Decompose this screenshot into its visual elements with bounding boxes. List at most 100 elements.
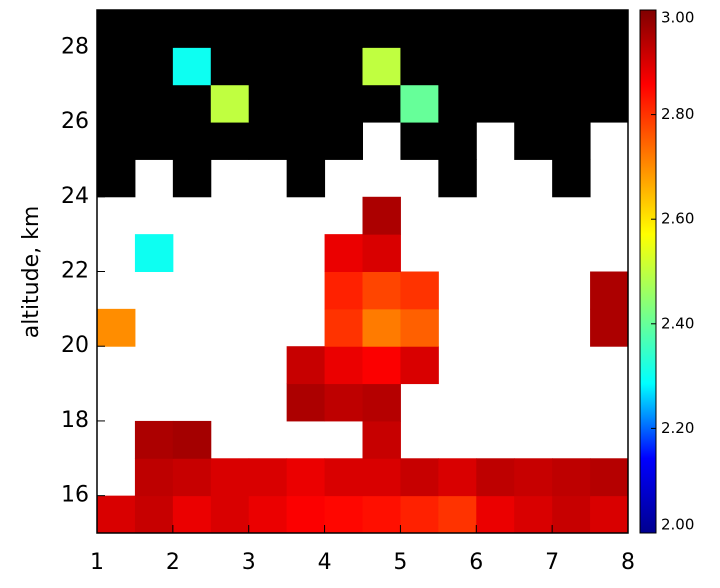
heat-cell: [172, 159, 212, 198]
x-tick-label: 6: [469, 550, 483, 575]
colorbar-tick-label: 2.40: [661, 314, 694, 332]
heat-cell: [134, 47, 174, 86]
heat-cell: [172, 10, 212, 48]
heat-cell: [286, 346, 326, 385]
heat-cell: [324, 271, 363, 310]
heat-cell: [134, 458, 174, 497]
heat-cell: [514, 122, 553, 160]
heat-cell: [210, 458, 250, 497]
heat-cell: [400, 346, 439, 385]
heat-cell: [286, 47, 326, 86]
heat-cell: [97, 10, 136, 48]
colorbar-tick-label: 3.00: [661, 9, 694, 27]
heat-cell: [324, 84, 363, 123]
heat-cell: [438, 495, 477, 534]
heat-cell: [286, 122, 326, 160]
heat-cell: [438, 10, 477, 48]
heat-cell: [590, 84, 629, 123]
heat-cell: [172, 84, 212, 123]
y-tick-label: 18: [61, 408, 89, 433]
heat-cell: [400, 458, 439, 497]
heat-cell: [97, 84, 136, 123]
heat-cell: [286, 495, 326, 534]
heat-cell: [324, 308, 363, 347]
y-tick-label: 20: [61, 333, 89, 358]
heat-cell: [210, 122, 250, 160]
heat-cell: [362, 84, 401, 123]
y-tick-label: 16: [61, 483, 89, 508]
heat-cell: [514, 458, 553, 497]
heat-cell: [476, 10, 515, 48]
heat-cell: [552, 47, 591, 86]
heat-cell: [324, 383, 363, 422]
heat-cell: [552, 458, 591, 497]
heat-cell: [438, 122, 477, 160]
x-tick-label: 4: [318, 550, 332, 575]
heat-cell: [248, 458, 288, 497]
heat-cell: [210, 47, 250, 86]
heat-cell: [476, 495, 515, 534]
heat-cell: [514, 84, 553, 123]
heat-cell: [248, 84, 288, 123]
heat-cell: [324, 495, 363, 534]
heat-cell: [400, 84, 439, 123]
heat-cell: [286, 383, 326, 422]
heat-cell: [97, 47, 136, 86]
heat-cell: [590, 47, 629, 86]
heat-cell: [97, 495, 136, 534]
heat-cell: [172, 420, 212, 459]
heat-cell: [248, 495, 288, 534]
heat-cell: [248, 47, 288, 86]
heat-cell: [400, 308, 439, 347]
colorbar-tick-label: 2.00: [661, 516, 694, 534]
heat-cell: [400, 495, 439, 534]
heat-cell: [362, 234, 401, 272]
heat-cell: [134, 122, 174, 160]
heat-cell: [324, 122, 363, 160]
heat-cell: [134, 10, 174, 48]
heat-cell: [210, 84, 250, 123]
heat-cell: [134, 84, 174, 123]
heat-cell: [362, 47, 401, 86]
heat-cell: [438, 458, 477, 497]
heat-cell: [134, 234, 174, 272]
heat-cell: [476, 47, 515, 86]
heat-cell: [210, 495, 250, 534]
heat-cell: [324, 10, 363, 48]
heat-cell: [324, 458, 363, 497]
heat-cell: [172, 122, 212, 160]
heat-cell: [514, 495, 553, 534]
colorbar-tick-label: 2.80: [661, 105, 694, 123]
heat-cell: [552, 122, 591, 160]
heat-cell: [97, 159, 136, 198]
heat-cell: [248, 10, 288, 48]
heat-cell: [286, 84, 326, 123]
heat-cell: [362, 346, 401, 385]
x-tick-label: 1: [90, 550, 104, 575]
heat-cell: [514, 10, 553, 48]
heat-cell: [438, 159, 477, 198]
heat-cell: [362, 271, 401, 310]
heat-cell: [552, 159, 591, 198]
heat-cell: [248, 122, 288, 160]
heat-cell: [210, 10, 250, 48]
y-tick-label: 22: [61, 259, 89, 284]
y-tick-label: 26: [61, 109, 89, 134]
y-tick-label: 24: [61, 184, 89, 209]
heat-cell: [324, 346, 363, 385]
heat-cell: [172, 47, 212, 86]
heat-cell: [400, 47, 439, 86]
heat-cell: [552, 495, 591, 534]
heat-cell: [552, 10, 591, 48]
colorbar: [639, 9, 657, 534]
heat-cell: [324, 234, 363, 272]
heat-cell: [400, 122, 439, 160]
heat-cell: [286, 10, 326, 48]
heat-cell: [438, 84, 477, 123]
x-tick-label: 7: [545, 550, 559, 575]
heat-cell: [324, 47, 363, 86]
heat-cell: [590, 308, 629, 347]
heat-cell: [362, 196, 401, 235]
colorbar-tick-label: 2.60: [661, 210, 694, 228]
x-tick-label: 5: [393, 550, 407, 575]
